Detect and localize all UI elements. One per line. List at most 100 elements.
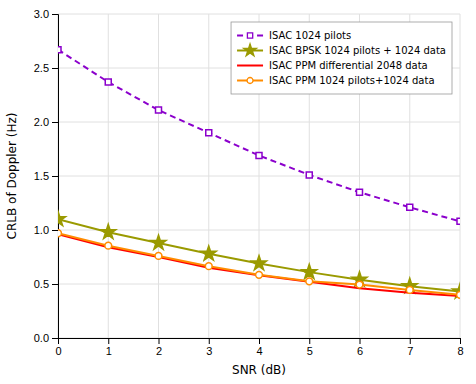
chart: 0 1 2 3 4 5 6 7 8 0.0 0.5 1.0 1.5 2.0 2.5 3.0 ISAC 1024 … (0, 0, 476, 384)
x-tick-label: 5 (307, 345, 313, 357)
series-marker (206, 130, 212, 136)
x-tick-mark (159, 338, 160, 344)
x-tick-mark (460, 338, 461, 344)
x-tick-mark (309, 338, 310, 344)
x-tick: 1 (106, 338, 112, 357)
series-marker (58, 230, 61, 237)
legend-item: ISAC PPM 1024 pilots+1024 data (237, 75, 435, 86)
series-line (58, 219, 460, 291)
series-marker (201, 246, 216, 260)
series-marker (302, 264, 317, 278)
series-marker (251, 256, 266, 270)
series-marker (156, 107, 162, 113)
y-tick-mark (52, 122, 58, 123)
series-marker (151, 235, 166, 249)
series-marker (101, 224, 116, 238)
x-tick-mark (259, 338, 260, 344)
x-tick: 5 (307, 338, 313, 357)
y-tick-mark (52, 176, 58, 177)
x-tick: 3 (206, 338, 212, 357)
x-tick-mark (410, 338, 411, 344)
x-tick-mark (108, 338, 109, 344)
y-grid-line (58, 122, 460, 123)
series-marker (105, 242, 112, 249)
x-axis-line (59, 339, 461, 345)
y-tick: 0.0 (34, 332, 58, 344)
y-axis-title: CRLB of Doppler (Hz) (5, 113, 19, 240)
series-marker (205, 263, 212, 270)
x-tick-label: 0 (55, 345, 61, 357)
grid (58, 14, 460, 338)
y-grid-line (58, 176, 460, 177)
series-line (58, 233, 460, 295)
series-marker (58, 211, 66, 225)
y-tick: 1.5 (34, 170, 58, 182)
series-marker (457, 291, 460, 298)
series-marker (406, 287, 413, 294)
y-tick: 2.5 (34, 62, 58, 74)
legend-marker (247, 78, 253, 84)
x-tick: 2 (156, 338, 162, 357)
y-tick-label: 0.0 (34, 332, 49, 344)
series-marker (256, 152, 262, 158)
x-tick-label: 7 (407, 345, 413, 357)
legend-label: ISAC PPM 1024 pilots+1024 data (269, 75, 435, 86)
series-marker (256, 271, 263, 278)
series-marker (155, 253, 162, 260)
legend-marker (247, 33, 252, 38)
series-marker (457, 218, 460, 224)
y-tick-label: 2.0 (34, 116, 49, 128)
y-tick-mark (52, 14, 58, 15)
y-grid-line (58, 14, 460, 15)
x-tick: 0 (55, 338, 61, 357)
x-tick-label: 4 (256, 345, 262, 357)
y-tick-label: 1.0 (34, 224, 49, 236)
y-tick: 2.0 (34, 116, 58, 128)
x-axis: 0 1 2 3 4 5 6 7 8 (55, 338, 463, 357)
series-marker (356, 281, 363, 288)
x-tick: 4 (256, 338, 262, 357)
y-tick-label: 2.5 (34, 62, 49, 74)
y-tick-label: 1.5 (34, 170, 49, 182)
series-line (58, 234, 460, 296)
y-tick-mark (52, 338, 58, 339)
x-tick: 6 (357, 338, 363, 357)
y-tick: 3.0 (34, 8, 58, 20)
legend-label: ISAC PPM differential 2048 data (269, 60, 428, 71)
y-axis: 0.0 0.5 1.0 1.5 2.0 2.5 3.0 (34, 8, 59, 344)
y-axis-line (52, 15, 59, 339)
x-tick: 7 (407, 338, 413, 357)
legend-label: ISAC 1024 pilots (269, 30, 351, 41)
y-tick-mark (52, 68, 58, 69)
y-tick-label: 0.5 (34, 278, 49, 290)
series-marker (306, 172, 312, 178)
legend-label: ISAC BPSK 1024 pilots + 1024 data (269, 45, 446, 56)
x-tick-mark (360, 338, 361, 344)
legend-item: ISAC BPSK 1024 pilots + 1024 data (237, 44, 446, 56)
legend: ISAC 1024 pilots ISAC BPSK 1024 pilots + … (231, 22, 452, 94)
y-grid-line (58, 230, 460, 231)
plot-area: 0 1 2 3 4 5 6 7 8 0.0 0.5 1.0 1.5 2.0 2.5 3.0 ISAC 1024 … (34, 8, 468, 357)
y-tick-mark (52, 284, 58, 285)
x-tick-mark (209, 338, 210, 344)
y-tick-mark (52, 230, 58, 231)
x-tick: 8 (457, 338, 463, 357)
x-tick-label: 6 (357, 345, 363, 357)
series-marker (357, 189, 363, 195)
legend-box (231, 22, 452, 94)
x-tick-label: 3 (206, 345, 212, 357)
y-tick: 1.0 (34, 224, 58, 236)
series-marker (105, 79, 111, 85)
legend-item: ISAC PPM differential 2048 data (237, 60, 428, 71)
series-marker (306, 278, 313, 285)
legend-marker (244, 44, 257, 56)
x-tick-label: 1 (106, 345, 112, 357)
y-tick: 0.5 (34, 278, 58, 290)
series-marker (407, 204, 413, 210)
series-marker (58, 47, 61, 53)
y-tick-label: 3.0 (34, 8, 49, 20)
x-tick-label: 2 (156, 345, 162, 357)
x-axis-title: SNR (dB) (232, 363, 286, 377)
x-tick-label: 8 (457, 345, 463, 357)
legend-swatch (237, 65, 263, 67)
